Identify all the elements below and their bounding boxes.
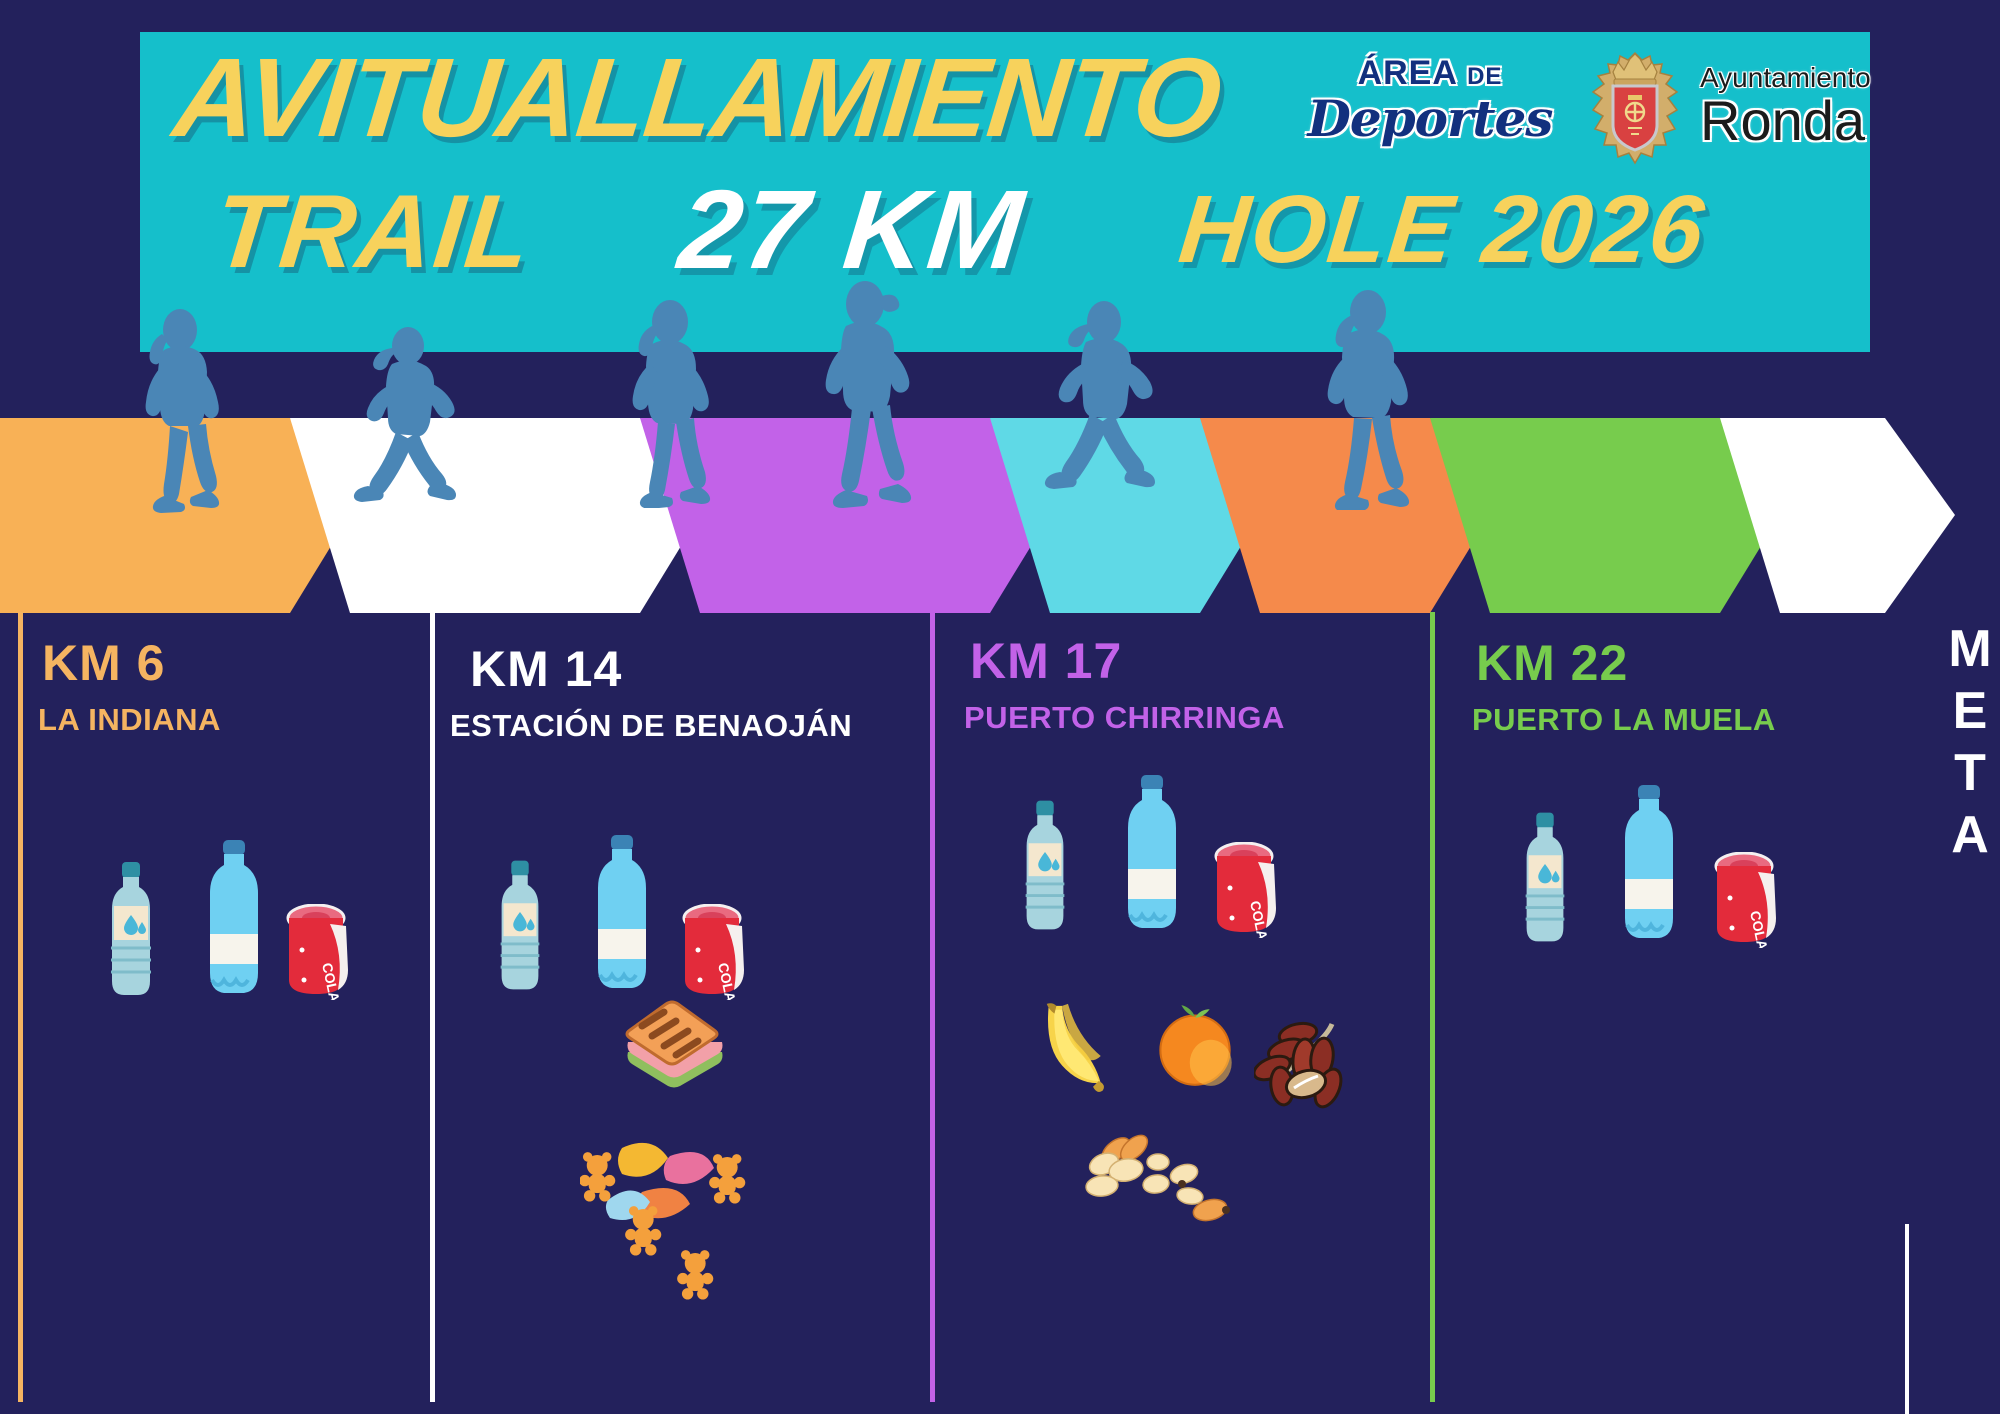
- mixed-nuts-icon: [1085, 1134, 1230, 1222]
- chevron-segment-4: [1200, 418, 1490, 613]
- page-title: AVITUALLAMIENTO: [168, 35, 1227, 160]
- sandwich-icon: [625, 1000, 723, 1088]
- ronda-text: Ronda: [1700, 89, 1866, 152]
- sports-area-logo: ÁREA DE Deportes: [1295, 54, 1565, 148]
- station-column-km6[interactable]: KM 6 LA INDIANA: [0, 612, 430, 1412]
- svg-text:COLA: COLA: [1247, 899, 1271, 938]
- svg-text:COLA: COLA: [715, 961, 739, 1000]
- station-km-label-3: KM 17: [970, 633, 1123, 689]
- banana-icon: [1046, 1003, 1104, 1092]
- dates-icon: [1254, 1021, 1343, 1109]
- column-rule-4: [1430, 612, 1435, 1402]
- chevron-segment-0: [0, 418, 350, 613]
- water-bottle-small-icon: [111, 862, 151, 995]
- ronda-coat-of-arms-icon: [1580, 50, 1690, 168]
- de-text: DE: [1467, 63, 1503, 90]
- header-banner: AVITUALLAMIENTO TRAIL 27 KM HOLE 2026 ÁR…: [140, 32, 1871, 352]
- runner-silhouette-2: [353, 327, 456, 502]
- water-bottle-small-icon: [500, 860, 540, 990]
- chevron-segment-5: [1430, 418, 1780, 613]
- gummy-candy-icon: [580, 1142, 746, 1300]
- runner-silhouette-1: [145, 309, 220, 513]
- column-rule-3: [930, 612, 935, 1402]
- station-name-1: LA INDIANA: [38, 702, 221, 737]
- chevron-segment-2: [640, 418, 1050, 613]
- progress-chevron-band: [0, 281, 2000, 613]
- water-bottle-small-icon: [1025, 800, 1065, 930]
- svg-text:COLA: COLA: [319, 961, 343, 1000]
- race-distance: 27 KM: [673, 167, 1032, 292]
- water-bottle-large-icon: [210, 840, 258, 993]
- city-hall-logo: Ayuntamiento Ronda: [1700, 64, 1871, 151]
- stations-grid: KM 6 LA INDIANA: [0, 612, 2000, 1414]
- cola-can-icon: COLA: [682, 904, 744, 1000]
- finish-label: META: [1941, 620, 1999, 868]
- station-column-km14[interactable]: KM 14 ESTACIÓN DE BENAOJÁN: [430, 612, 930, 1412]
- chevron-segment-3: [990, 418, 1260, 613]
- station-name-4: PUERTO LA MUELA: [1472, 702, 1776, 737]
- sports-area-line1: ÁREA DE: [1295, 54, 1565, 93]
- area-text: ÁREA: [1357, 54, 1457, 92]
- svg-text:COLA: COLA: [1747, 909, 1771, 948]
- page-subtitle-trail: TRAIL: [208, 174, 538, 290]
- column-rule-2: [430, 612, 435, 1402]
- station-km-label-4: KM 22: [1476, 635, 1629, 691]
- cola-can-icon: COLA: [1714, 852, 1776, 948]
- station-column-km22[interactable]: KM 22 PUERTO LA MUELA: [1430, 612, 1900, 1412]
- station-name-3: PUERTO CHIRRINGA: [964, 700, 1285, 735]
- water-bottle-large-icon: [598, 835, 646, 988]
- runner-silhouette-6: [1327, 290, 1410, 510]
- station-name-2: ESTACIÓN DE BENAOJÁN: [450, 708, 853, 743]
- deportes-text: Deportes: [1307, 89, 1554, 148]
- race-edition: HOLE 2026: [1174, 176, 1711, 283]
- cola-can-icon: COLA: [286, 904, 348, 1000]
- station-km-label-1: KM 6: [42, 635, 166, 691]
- runner-silhouette-3: [632, 300, 711, 508]
- column-rule-1: [18, 612, 23, 1402]
- cola-can-icon: COLA: [1214, 842, 1276, 938]
- water-bottle-small-icon: [1525, 812, 1565, 942]
- finish-divider: [1905, 1224, 1909, 1414]
- station-km-label-2: KM 14: [470, 641, 623, 697]
- water-bottle-large-icon: [1625, 785, 1673, 938]
- ayuntamiento-text: Ayuntamiento: [1700, 62, 1871, 93]
- runner-silhouette-4: [825, 281, 912, 508]
- station-column-km17[interactable]: KM 17 PUERTO CHIRRINGA: [930, 612, 1430, 1412]
- water-bottle-large-icon: [1128, 775, 1176, 928]
- chevron-segment-6: [1720, 418, 1955, 613]
- runner-silhouette-5: [1044, 301, 1155, 489]
- orange-icon: [1159, 1005, 1232, 1086]
